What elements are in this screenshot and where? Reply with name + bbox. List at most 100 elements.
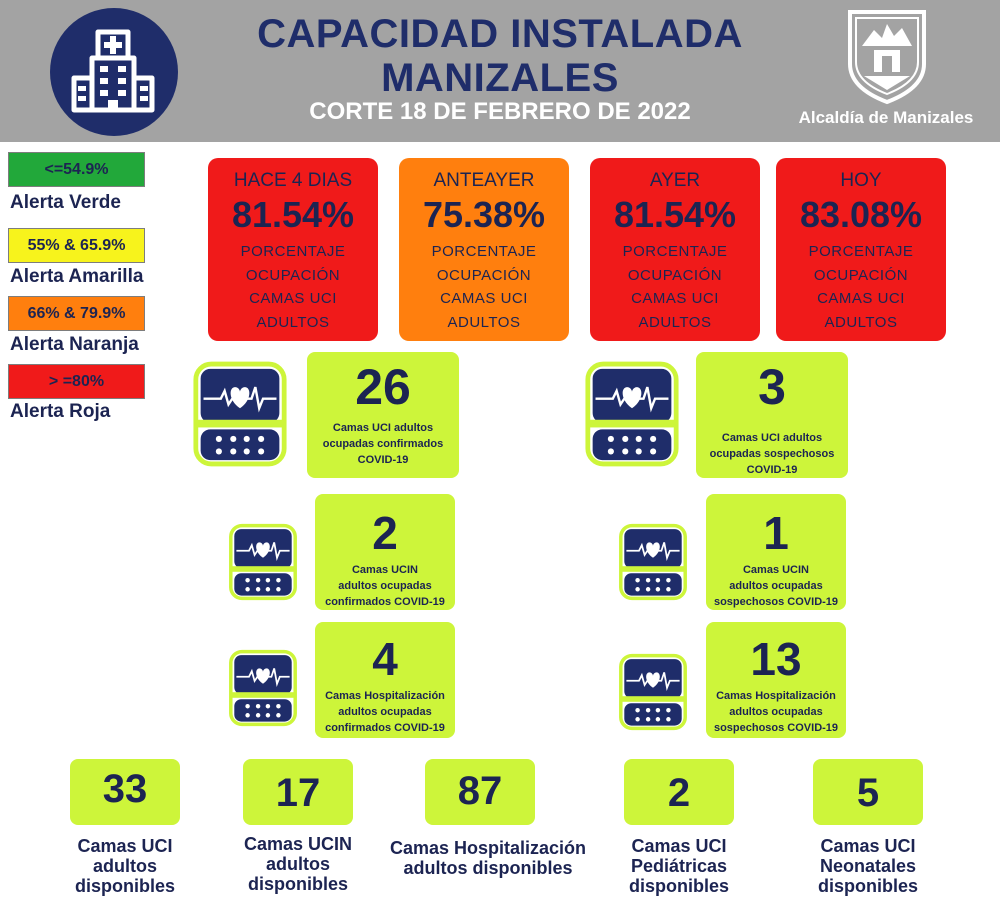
desc-line: ADULTOS	[447, 313, 521, 331]
available-hosp-label: Camas Hospitalización adultos disponible…	[370, 838, 606, 878]
hosp-suspected-box: 13 Camas Hospitalización adultos ocupada…	[706, 622, 846, 738]
label-line: adultos ocupadas	[729, 580, 823, 592]
hosp-confirmed-value: 4	[372, 633, 398, 685]
label-line: confirmados COVID-19	[325, 722, 445, 734]
available-ucin-box: 17	[243, 759, 353, 825]
available-hosp-value: 87	[457, 769, 503, 813]
desc-line: PORCENTAJE	[240, 243, 346, 260]
desc-line: CAMAS UCI	[817, 290, 905, 307]
occupancy-period: AYER	[649, 170, 701, 191]
label-line: confirmados COVID-19	[325, 596, 445, 608]
heart-monitor-icon	[618, 520, 688, 604]
desc-line: OCUPACIÓN	[436, 266, 532, 284]
label-line: adultos ocupadas	[338, 580, 432, 592]
hosp-suspected-label: Camas Hospitalización adultos ocupadas s…	[706, 688, 846, 736]
label-line: adultos ocupadas	[729, 706, 823, 718]
uci-confirmed-label: Camas UCI adultos ocupadas confirmados C…	[307, 420, 459, 468]
occupancy-card-anteayer: ANTEAYER 75.38% PORCENTAJE OCUPACIÓN CAM…	[399, 158, 569, 341]
legend-label-amarilla: Alerta Amarilla	[10, 266, 144, 287]
available-uci-ped-label: Camas UCI Pediátricas disponibles	[604, 836, 754, 896]
heart-monitor-icon	[584, 356, 680, 472]
label-line: Camas UCI	[77, 836, 173, 856]
label-line: ocupadas confirmados	[322, 438, 444, 450]
desc-line: OCUPACIÓN	[245, 266, 341, 284]
available-uci-ped-value: 2	[667, 771, 691, 815]
label-line: disponibles	[247, 874, 348, 894]
occupancy-value: 81.54%	[613, 194, 737, 235]
occupancy-card-hace-4-dias: HACE 4 DIAS 81.54% PORCENTAJE OCUPACIÓN …	[208, 158, 378, 341]
uci-confirmed-box: 26 Camas UCI adultos ocupadas confirmado…	[307, 352, 459, 478]
available-uci-label: Camas UCI adultos disponibles	[50, 836, 200, 896]
legend-label-roja: Alerta Roja	[10, 401, 111, 422]
uci-suspected-box: 3 Camas UCI adultos ocupadas sospechosos…	[696, 352, 848, 478]
legend-swatch-roja: > =80%	[8, 364, 145, 399]
label-line: Camas Hospitalización	[716, 690, 836, 702]
label-line: COVID-19	[357, 454, 409, 466]
uci-confirmed-value: 26	[355, 359, 411, 415]
manizales-crest-icon	[844, 6, 930, 106]
heart-monitor-icon	[228, 646, 298, 730]
label-line: disponibles	[74, 876, 175, 896]
hosp-suspected-value: 13	[750, 633, 802, 685]
label-line: Camas UCI adultos	[721, 432, 823, 444]
occupancy-description: PORCENTAJE OCUPACIÓN CAMAS UCI ADULTOS	[590, 240, 760, 334]
desc-line: OCUPACIÓN	[813, 266, 909, 284]
available-uci-neo-value: 5	[856, 771, 880, 815]
title-line-1: CAPACIDAD INSTALADA	[257, 12, 743, 56]
ucin-suspected-box: 1 Camas UCIN adultos ocupadas sospechoso…	[706, 494, 846, 610]
label-line: Pediátricas	[630, 856, 728, 876]
label-line: COVID-19	[746, 464, 798, 476]
label-line: Camas Hospitalización	[389, 838, 587, 858]
label-line: disponibles	[817, 876, 918, 896]
alcaldia-label: Alcaldía de Manizales	[798, 108, 974, 127]
legend-label-verde: Alerta Verde	[10, 192, 121, 213]
available-uci-neo-box: 5	[813, 759, 923, 825]
label-line: adultos	[92, 856, 157, 876]
label-line: adultos	[265, 854, 330, 874]
legend-swatch-verde: <=54.9%	[8, 152, 145, 187]
desc-line: ADULTOS	[638, 313, 712, 331]
available-uci-box: 33	[70, 759, 180, 825]
title-line-2: MANIZALES	[381, 56, 619, 100]
occupancy-period: HACE 4 DIAS	[233, 170, 353, 191]
uci-suspected-label: Camas UCI adultos ocupadas sospechosos C…	[696, 430, 848, 478]
desc-line: OCUPACIÓN	[627, 266, 723, 284]
heart-monitor-icon	[192, 356, 288, 472]
ucin-confirmed-value: 2	[372, 507, 398, 559]
label-line: Camas UCI	[820, 836, 916, 856]
occupancy-period: ANTEAYER	[433, 170, 535, 191]
occupancy-description: PORCENTAJE OCUPACIÓN CAMAS UCI ADULTOS	[399, 240, 569, 334]
legend-swatch-amarilla: 55% & 65.9%	[8, 228, 145, 263]
label-line: Camas UCIN	[243, 834, 353, 854]
report-date: CORTE 18 DE FEBRERO DE 2022	[309, 98, 691, 125]
heart-monitor-icon	[228, 520, 298, 604]
label-line: Camas UCIN	[742, 564, 810, 576]
occupancy-card-ayer: AYER 81.54% PORCENTAJE OCUPACIÓN CAMAS U…	[590, 158, 760, 341]
desc-line: CAMAS UCI	[440, 290, 528, 307]
legend-label-naranja: Alerta Naranja	[10, 334, 139, 355]
available-uci-neo-label: Camas UCI Neonatales disponibles	[793, 836, 943, 896]
hosp-confirmed-label: Camas Hospitalización adultos ocupadas c…	[315, 688, 455, 736]
available-hosp-box: 87	[425, 759, 535, 825]
available-uci-ped-box: 2	[624, 759, 734, 825]
desc-line: PORCENTAJE	[808, 243, 914, 260]
occupancy-description: PORCENTAJE OCUPACIÓN CAMAS UCI ADULTOS	[208, 240, 378, 334]
legend-swatch-naranja: 66% & 79.9%	[8, 296, 145, 331]
label-line: adultos ocupadas	[338, 706, 432, 718]
label-line: Camas UCI	[631, 836, 727, 856]
occupancy-card-hoy: HOY 83.08% PORCENTAJE OCUPACIÓN CAMAS UC…	[776, 158, 946, 341]
desc-line: ADULTOS	[256, 313, 330, 331]
hospital-building-icon	[50, 8, 178, 136]
page-title: CAPACIDAD INSTALADA MANIZALES	[200, 12, 800, 100]
occupancy-value: 83.08%	[799, 194, 923, 235]
ucin-suspected-value: 1	[763, 507, 789, 559]
hosp-confirmed-box: 4 Camas Hospitalización adultos ocupadas…	[315, 622, 455, 738]
occupancy-value: 75.38%	[422, 194, 546, 235]
desc-line: PORCENTAJE	[622, 243, 728, 260]
ucin-suspected-label: Camas UCIN adultos ocupadas sospechosos …	[706, 562, 846, 610]
desc-line: ADULTOS	[824, 313, 898, 331]
desc-line: CAMAS UCI	[631, 290, 719, 307]
available-uci-value: 33	[102, 767, 148, 811]
heart-monitor-icon	[618, 650, 688, 734]
label-line: disponibles	[628, 876, 729, 896]
